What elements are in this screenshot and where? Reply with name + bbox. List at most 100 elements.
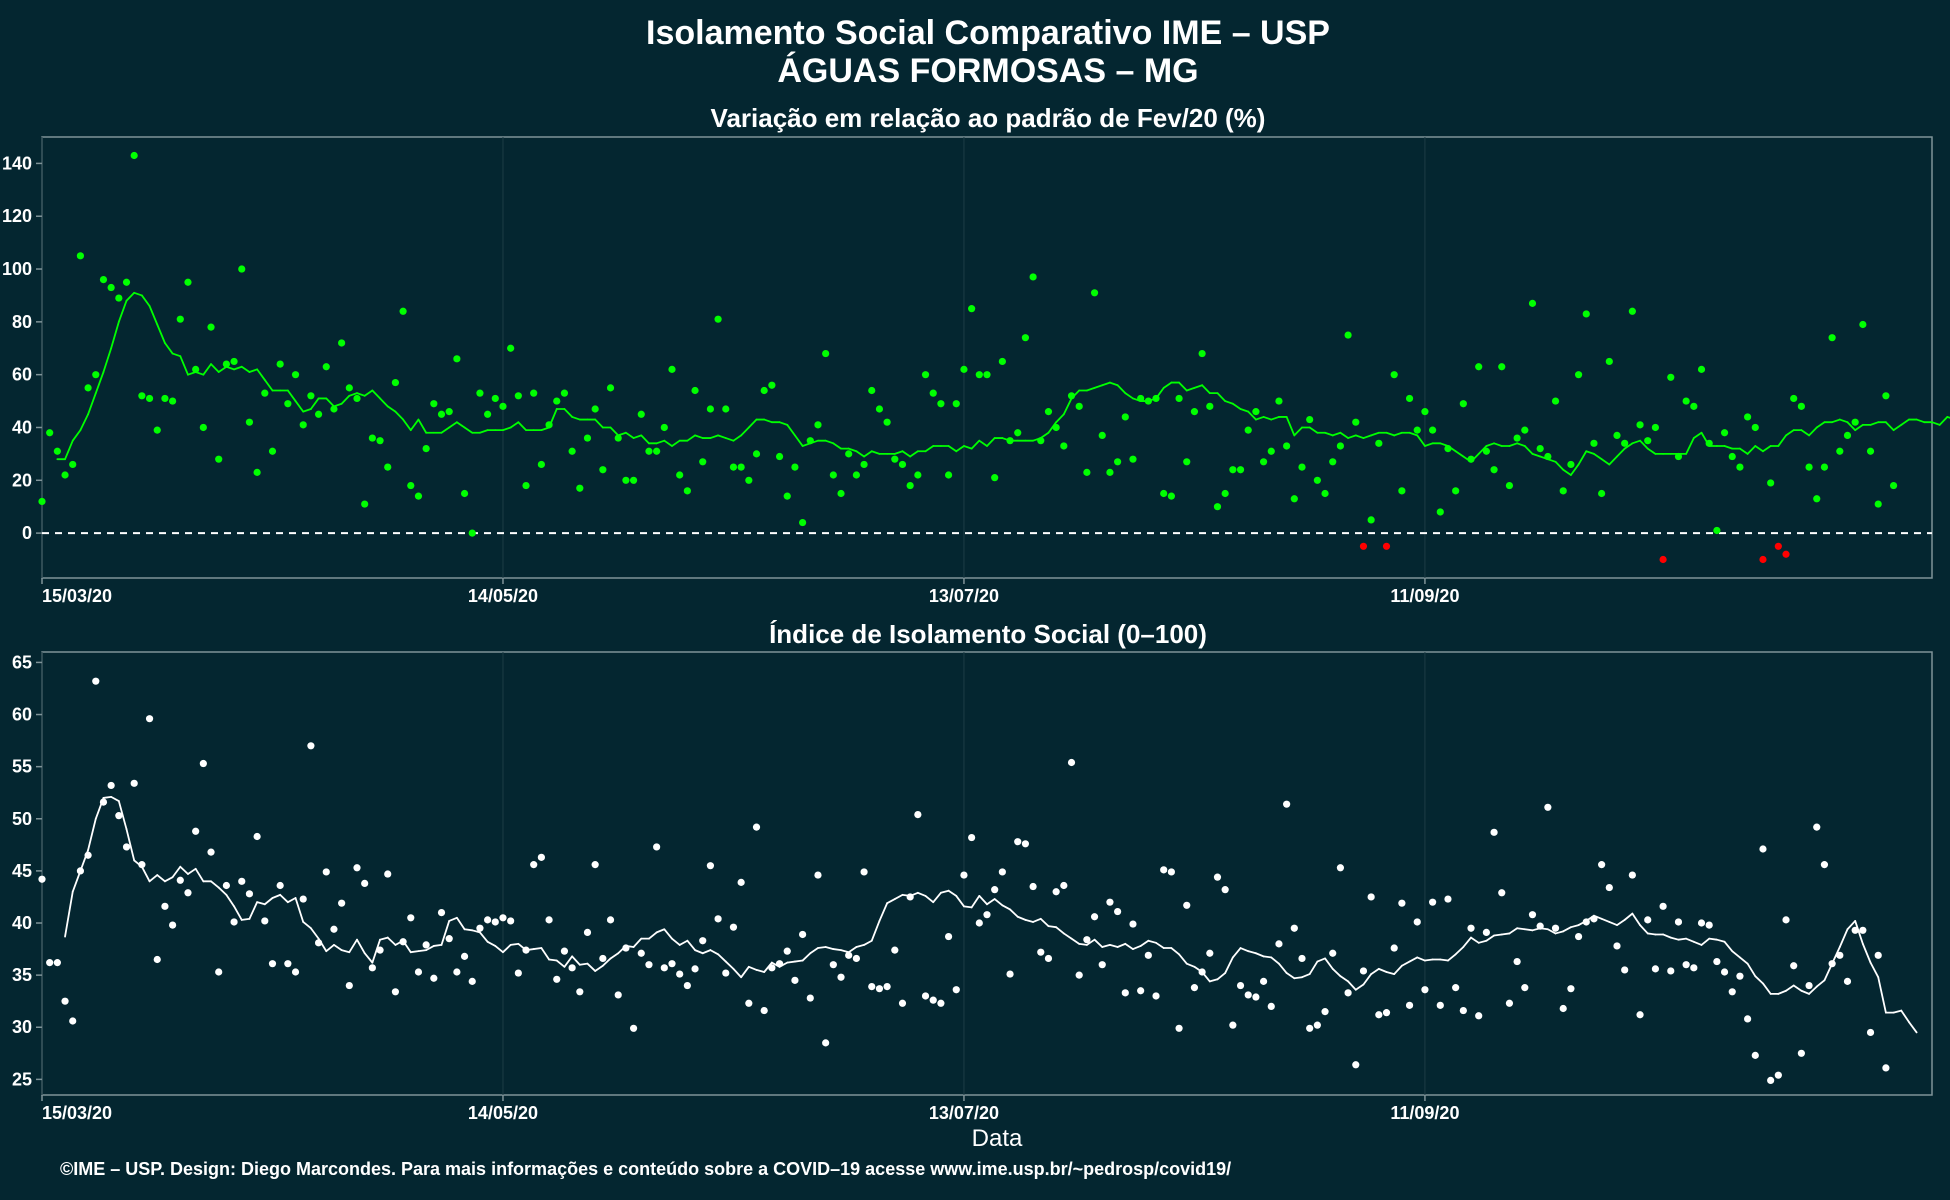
variation-data-point xyxy=(1728,452,1736,461)
index-data-point xyxy=(92,677,100,685)
index-data-point xyxy=(937,999,945,1007)
index-trend-segment xyxy=(1231,947,1242,959)
index-data-point xyxy=(1782,916,1790,924)
variation-trend-segment xyxy=(263,379,274,392)
variation-data-point xyxy=(783,492,791,500)
variation-data-point xyxy=(944,471,953,479)
index-data-point xyxy=(1283,800,1291,808)
variation-x-tick-label: 15/03/20 xyxy=(42,586,112,606)
index-data-point xyxy=(653,843,661,851)
index-data-point xyxy=(591,861,599,869)
variation-trend-segment xyxy=(747,418,758,429)
variation-data-point xyxy=(1720,429,1729,437)
index-trend-segment xyxy=(1477,939,1488,944)
index-data-point xyxy=(791,976,799,984)
index-trend-segment xyxy=(1132,945,1142,950)
index-data-point xyxy=(499,914,507,922)
variation-data-point xyxy=(38,497,46,506)
variation-data-point xyxy=(1651,423,1660,432)
index-data-point xyxy=(714,915,722,923)
variation-trend-segment xyxy=(847,447,858,453)
variation-trend-segment xyxy=(1201,384,1211,395)
variation-data-point xyxy=(307,392,315,400)
variation-data-point xyxy=(1067,392,1076,400)
variation-data-point xyxy=(745,476,753,484)
index-data-point xyxy=(975,919,983,927)
index-data-point xyxy=(1413,918,1421,926)
index-x-tick-label: 11/09/20 xyxy=(1390,1103,1459,1123)
index-data-point xyxy=(583,928,592,936)
variation-trend-segment xyxy=(164,342,174,355)
variation-data-point xyxy=(1421,408,1429,416)
index-trend-segment xyxy=(1109,944,1119,948)
index-trend-segment xyxy=(1424,958,1434,962)
index-data-point xyxy=(1567,985,1575,993)
index-data-point xyxy=(1528,911,1537,919)
variation-data-point xyxy=(1475,363,1483,371)
index-data-point xyxy=(184,889,192,897)
index-trend-segment xyxy=(1454,946,1465,956)
variation-data-point xyxy=(1267,447,1275,455)
variation-trend-segment xyxy=(924,445,935,453)
index-data-point xyxy=(115,812,123,820)
index-data-point xyxy=(1137,987,1145,995)
index-trend-segment xyxy=(863,939,873,946)
index-data-point xyxy=(1252,993,1260,1001)
index-trend-segment xyxy=(1800,989,1810,995)
variation-data-point xyxy=(883,418,891,426)
index-data-point xyxy=(745,999,753,1007)
variation-trend-segment xyxy=(110,320,120,350)
index-data-point xyxy=(1475,1012,1483,1020)
variation-trend-segment xyxy=(348,392,358,397)
index-trend-segment xyxy=(1662,933,1672,939)
variation-trend-segment xyxy=(571,416,581,421)
variation-data-point xyxy=(1759,555,1767,564)
index-trend-segment xyxy=(986,898,996,906)
index-trend-segment xyxy=(1739,956,1749,965)
variation-data-point xyxy=(583,434,592,442)
index-trend-segment xyxy=(432,944,443,947)
variation-data-point xyxy=(1452,487,1460,495)
variation-data-point xyxy=(522,481,530,490)
index-trend-segment xyxy=(210,880,220,889)
index-data-point xyxy=(845,951,853,959)
index-trend-segment xyxy=(709,949,719,956)
index-data-point xyxy=(1728,988,1736,996)
index-trend-segment xyxy=(217,886,228,896)
variation-trend-segment xyxy=(1408,431,1419,437)
index-trend-segment xyxy=(1055,926,1065,935)
index-trend-segment xyxy=(1224,956,1234,974)
variation-data-point xyxy=(1221,489,1229,498)
variation-data-point xyxy=(530,389,538,397)
index-trend-segment xyxy=(1546,928,1557,935)
variation-data-point xyxy=(791,463,799,471)
index-data-point xyxy=(629,1024,638,1032)
index-y-tick-label: 25 xyxy=(12,1069,32,1089)
index-data-point xyxy=(1774,1071,1782,1079)
variation-data-point xyxy=(399,307,407,315)
variation-data-point xyxy=(629,476,638,484)
variation-trend-segment xyxy=(171,352,182,358)
index-trend-segment xyxy=(916,891,927,897)
variation-trend-segment xyxy=(1224,400,1234,405)
index-trend-segment xyxy=(471,929,481,934)
index-data-point xyxy=(998,868,1006,876)
index-data-point xyxy=(1175,1024,1183,1032)
variation-trend-segment xyxy=(717,434,727,439)
index-trend-segment xyxy=(1715,938,1726,943)
index-trend-segment xyxy=(1808,985,1818,995)
index-data-point xyxy=(1198,968,1206,976)
index-data-point xyxy=(1352,1061,1360,1069)
variation-trend-segment xyxy=(179,355,189,376)
index-trend-segment xyxy=(71,869,82,893)
index-trend-segment xyxy=(1554,930,1565,935)
variation-trend-segment xyxy=(1362,434,1373,439)
variation-trend-segment xyxy=(294,400,305,413)
variation-data-point xyxy=(299,421,307,429)
variation-trend-segment xyxy=(440,426,451,434)
variation-x-tick-label: 14/05/20 xyxy=(468,586,538,606)
index-data-point xyxy=(276,881,284,890)
index-trend-segment xyxy=(187,867,197,875)
index-trend-segment xyxy=(294,897,305,923)
index-trend-segment xyxy=(1308,960,1319,975)
